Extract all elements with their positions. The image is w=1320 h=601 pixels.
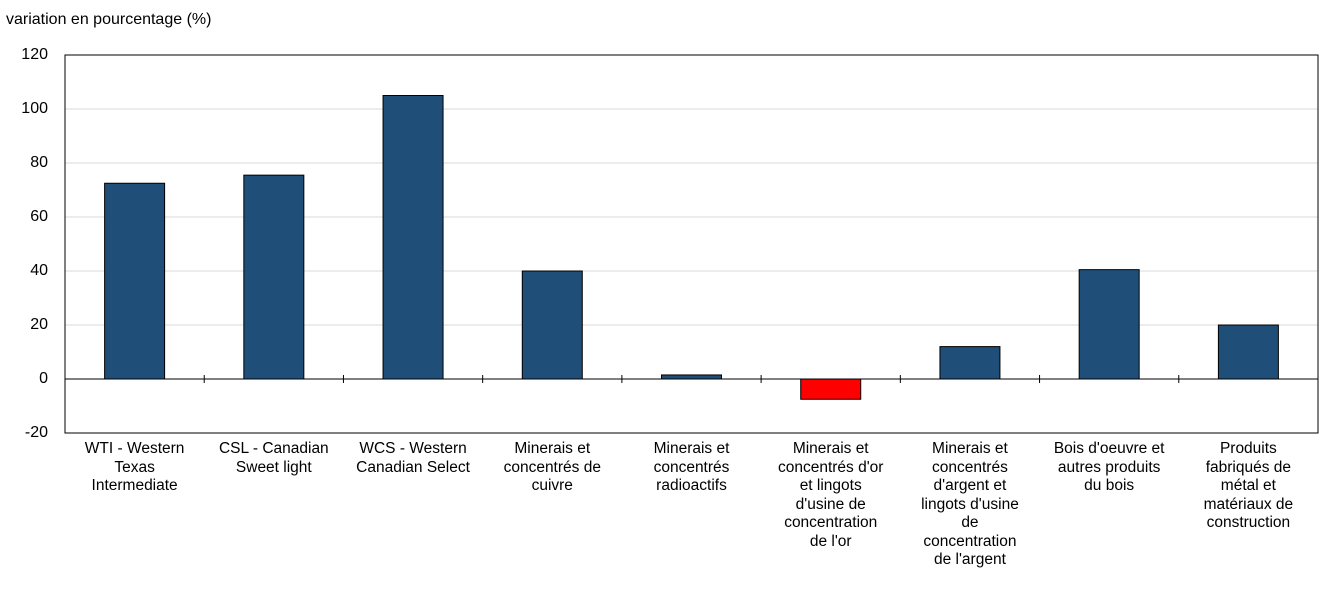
y-tick-label: -20 [25, 424, 48, 441]
x-tick-label: WTI - Western Texas Intermediate [84, 440, 185, 494]
bar [521, 270, 583, 380]
y-tick-label: 120 [21, 46, 48, 63]
bar [939, 346, 1001, 380]
x-tick-label: Minerais et concentrés d'or et lingots d… [777, 440, 884, 550]
x-tick-label: Minerais et concentrés de cuivre [503, 440, 601, 494]
x-tick-label: Produits fabriqués de métal et matériaux… [1203, 440, 1294, 531]
bar [382, 95, 444, 380]
y-tick-label: 40 [30, 262, 48, 279]
y-tick-label: 0 [39, 370, 48, 387]
y-tick-label: 60 [30, 208, 48, 225]
bar [243, 174, 305, 380]
bar [800, 378, 862, 400]
bar [661, 374, 722, 380]
y-tick-label: 100 [21, 100, 48, 117]
x-tick-label: CSL - Canadian Sweet light [218, 440, 329, 476]
bar [1078, 269, 1140, 380]
x-tick-label: Bois d'oeuvre et autres produits du bois [1053, 440, 1165, 494]
x-tick-label: WCS - Western Canadian Select [356, 440, 470, 476]
plot-frame [64, 54, 1319, 434]
x-tick-label: Minerais et concentrés d'argent et lingo… [921, 440, 1019, 568]
x-tick-label: Minerais et concentrés radioactifs [653, 440, 730, 494]
y-tick-label: 80 [30, 154, 48, 171]
bar [104, 182, 166, 380]
y-axis-label: variation en pourcentage (%) [6, 11, 211, 28]
y-tick-label: 20 [30, 316, 48, 333]
bar [1217, 324, 1279, 380]
